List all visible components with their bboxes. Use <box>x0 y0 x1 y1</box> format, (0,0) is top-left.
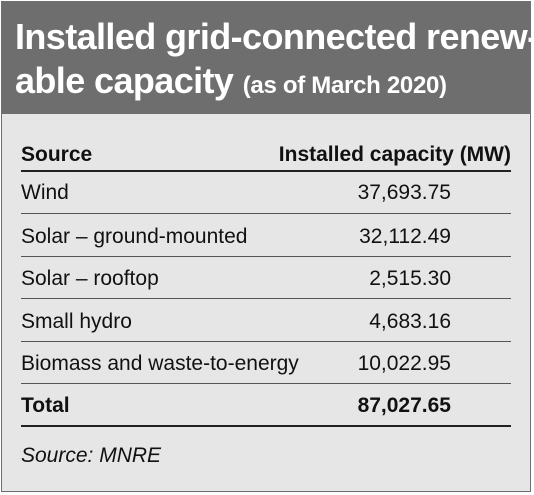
row-source: Solar – rooftop <box>21 267 159 290</box>
row-capacity: 10,022.95 <box>357 352 451 375</box>
row-divider <box>21 256 511 257</box>
panel-title-line-1: Installed grid-connected renew- <box>15 16 534 57</box>
panel-title-date: (as of March 2020) <box>242 72 447 99</box>
row-source: Small hydro <box>21 310 132 333</box>
panel-header: Installed grid-connected renew- able cap… <box>2 2 534 114</box>
row-divider <box>21 213 511 214</box>
row-source: Biomass and waste-to-energy <box>21 352 299 375</box>
row-capacity: 32,112.49 <box>359 225 451 248</box>
total-capacity: 87,027.65 <box>357 394 451 417</box>
row-divider <box>21 298 511 299</box>
row-capacity: 2,515.30 <box>369 267 451 290</box>
row-divider <box>21 383 511 384</box>
panel-title-main: able capacity <box>15 60 234 101</box>
row-divider <box>21 341 511 342</box>
row-source: Wind <box>21 181 69 204</box>
column-header-capacity: Installed capacity (MW) <box>278 143 511 166</box>
source-note: Source: MNRE <box>21 444 162 467</box>
row-source: Solar – ground-mounted <box>21 225 248 248</box>
row-capacity: 37,693.75 <box>357 181 451 204</box>
row-capacity: 4,683.16 <box>369 310 451 333</box>
panel-title-line-2: able capacity (as of March 2020) <box>15 63 447 99</box>
total-divider <box>21 425 511 427</box>
total-label: Total <box>21 394 70 417</box>
header-divider <box>21 170 511 172</box>
column-header-source: Source <box>21 143 93 166</box>
